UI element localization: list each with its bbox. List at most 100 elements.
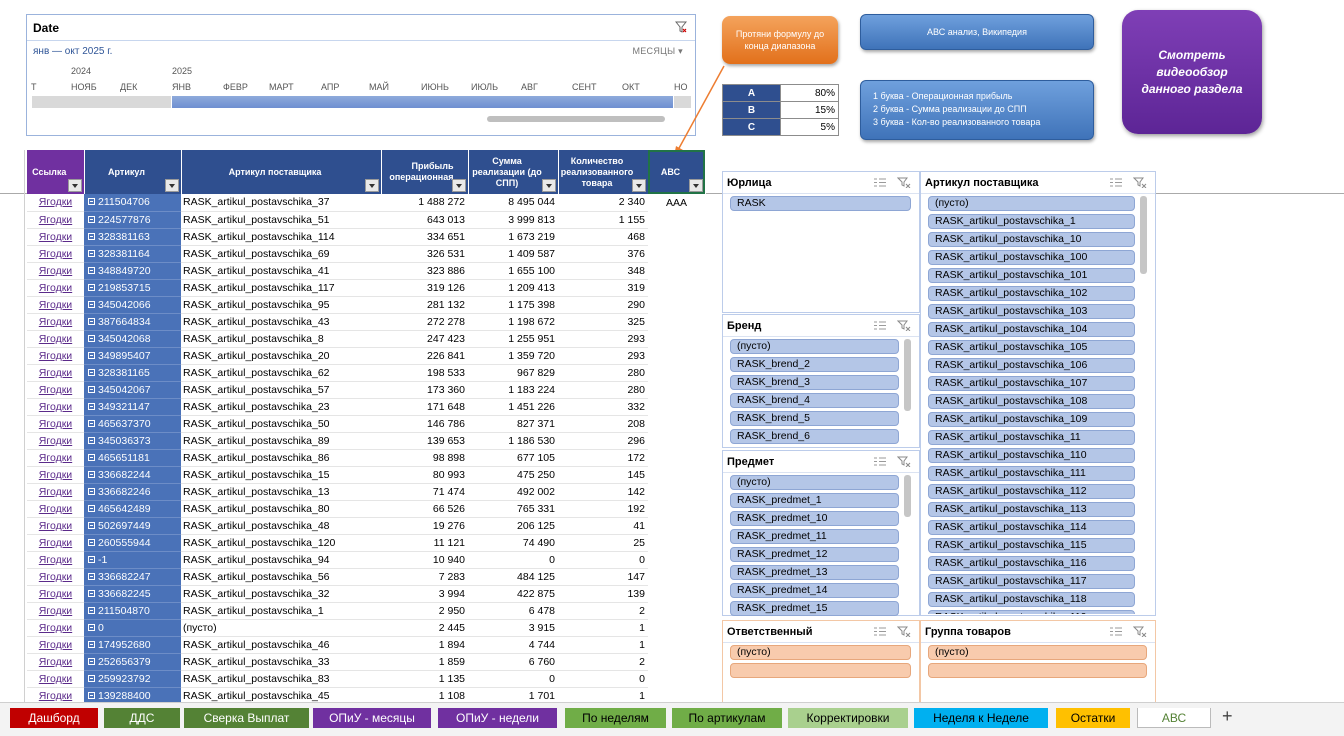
article-cell[interactable]: 348849720 [84,262,181,280]
collapse-icon[interactable] [88,334,95,342]
filter-dropdown-icon[interactable] [688,179,703,192]
collapse-icon[interactable] [88,657,95,665]
clear-filter-icon[interactable] [1132,626,1147,638]
slicer-item[interactable]: RASK_artikul_postavschika_119 [928,610,1135,614]
collapse-icon[interactable] [88,555,95,563]
slicer-item[interactable]: RASK_brend_5 [730,411,899,426]
sales-cell[interactable]: 827 371 [468,415,558,433]
slicer-item[interactable]: RASK_artikul_postavschika_103 [928,304,1135,319]
slicer-item[interactable]: RASK_artikul_postavschika_101 [928,268,1135,283]
collapse-icon[interactable] [88,589,95,597]
multiselect-icon[interactable] [1109,177,1123,188]
link-cell[interactable]: Ягодки [27,483,84,501]
timeline-month[interactable]: ДЕК [120,82,138,92]
collapse-icon[interactable] [88,453,95,461]
abc-cell[interactable] [648,211,705,228]
collapse-icon[interactable] [88,691,95,699]
timeline-month[interactable]: НО [674,82,688,92]
clear-filter-icon[interactable] [675,21,687,33]
collapse-icon[interactable] [88,538,95,546]
slicer-subject[interactable]: Предмет (пусто) RASK_predmet_1 RASK_predme… [722,450,920,616]
abc-cell[interactable] [648,568,705,585]
article-cell[interactable]: 139288400 [84,687,181,705]
clear-filter-icon[interactable] [896,177,911,189]
abc-cell[interactable] [648,670,705,687]
abc-cell[interactable] [648,398,705,415]
sales-cell[interactable]: 1 655 100 [468,262,558,280]
collapse-icon[interactable] [88,385,95,393]
qty-cell[interactable]: 1 155 [558,211,648,229]
slicer-item[interactable]: RASK_artikul_postavschika_115 [928,538,1135,553]
qty-cell[interactable]: 468 [558,228,648,246]
slicer-item[interactable]: (пусто) [928,196,1135,211]
link-cell[interactable]: Ягодки [27,347,84,365]
link-cell[interactable]: Ягодки [27,398,84,416]
timeline-selection[interactable] [172,96,673,108]
slicer-item[interactable]: RASK_artikul_postavschika_114 [928,520,1135,535]
abc-cell[interactable] [648,466,705,483]
abc-cell[interactable] [648,636,705,653]
sheet-tab[interactable]: ОПиУ - недели [438,708,557,728]
qty-cell[interactable]: 0 [558,670,648,688]
collapse-icon[interactable] [88,300,95,308]
article-cell[interactable]: 328381164 [84,245,181,263]
filter-dropdown-icon[interactable] [364,179,379,192]
supplier-article-cell[interactable]: RASK_artikul_postavschika_15 [181,466,381,484]
timeline-level-dropdown[interactable]: МЕСЯЦЫ ▾ [632,46,683,56]
supplier-article-cell[interactable]: RASK_artikul_postavschika_13 [181,483,381,501]
article-cell[interactable]: 345042068 [84,330,181,348]
clear-filter-icon[interactable] [896,456,911,468]
article-cell[interactable]: 336682246 [84,483,181,501]
collapse-icon[interactable] [88,606,95,614]
profit-cell[interactable]: 1 488 272 [381,194,468,212]
slicer-item[interactable]: RASK_brend_3 [730,375,899,390]
sales-cell[interactable]: 74 490 [468,534,558,552]
timeline-month[interactable]: МАЙ [369,82,389,92]
supplier-article-cell[interactable]: RASK_artikul_postavschika_23 [181,398,381,416]
profit-cell[interactable]: 272 278 [381,313,468,331]
profit-cell[interactable]: 173 360 [381,381,468,399]
link-cell[interactable]: Ягодки [27,619,84,637]
add-sheet-icon[interactable]: + [1222,706,1233,726]
timeline-track[interactable] [32,96,691,108]
collapse-icon[interactable] [88,232,95,240]
qty-cell[interactable]: 280 [558,381,648,399]
profit-cell[interactable]: 146 786 [381,415,468,433]
link-cell[interactable]: Ягодки [27,211,84,229]
collapse-icon[interactable] [88,368,95,376]
link-cell[interactable]: Ягодки [27,313,84,331]
slicer-responsible[interactable]: Ответственный (пусто) [722,620,920,704]
supplier-article-cell[interactable]: RASK_artikul_postavschika_117 [181,279,381,297]
timeline-month[interactable]: АПР [321,82,340,92]
qty-cell[interactable]: 192 [558,500,648,518]
collapse-icon[interactable] [88,317,95,325]
article-cell[interactable]: 211504870 [84,602,181,620]
timeline-month[interactable]: АВГ [521,82,538,92]
abc-cell[interactable] [648,296,705,313]
slicer-item[interactable]: RASK_predmet_15 [730,601,899,616]
qty-cell[interactable]: 208 [558,415,648,433]
timeline-month[interactable]: ИЮЛЬ [471,82,498,92]
sales-cell[interactable]: 1 359 720 [468,347,558,365]
supplier-article-cell[interactable]: RASK_artikul_postavschika_43 [181,313,381,331]
article-cell[interactable]: 174952680 [84,636,181,654]
collapse-icon[interactable] [88,572,95,580]
header-abc[interactable]: АВС [648,150,706,194]
supplier-article-cell[interactable]: RASK_artikul_postavschika_57 [181,381,381,399]
slicer-item[interactable]: RASK_artikul_postavschika_102 [928,286,1135,301]
scrollbar[interactable] [904,475,911,517]
filter-dropdown-icon[interactable] [164,179,179,192]
qty-cell[interactable]: 0 [558,551,648,569]
slicer-item[interactable]: RASK_predmet_11 [730,529,899,544]
slicer-item[interactable]: RASK [730,196,911,211]
qty-cell[interactable]: 1 [558,619,648,637]
article-cell[interactable]: 252656379 [84,653,181,671]
abc-cell[interactable] [648,313,705,330]
slicer-item[interactable]: RASK_artikul_postavschika_116 [928,556,1135,571]
article-cell[interactable]: 349895407 [84,347,181,365]
abc-cell[interactable] [648,228,705,245]
supplier-article-cell[interactable]: RASK_artikul_postavschika_37 [181,194,381,212]
supplier-article-cell[interactable]: RASK_artikul_postavschika_89 [181,432,381,450]
article-cell[interactable]: 387664834 [84,313,181,331]
slicer-item[interactable]: RASK_brend_4 [730,393,899,408]
